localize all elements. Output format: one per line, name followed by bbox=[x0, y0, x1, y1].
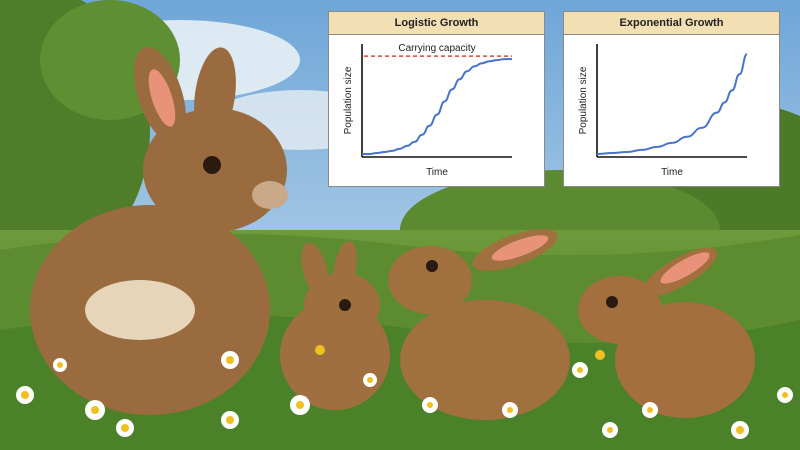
series-line-0 bbox=[362, 58, 512, 155]
exponential-plot: Time Population size bbox=[578, 44, 748, 178]
carrying-capacity-label: Carrying capacity bbox=[398, 43, 475, 54]
chart-title: Logistic Growth bbox=[329, 12, 544, 35]
y-axis-label: Population size bbox=[578, 66, 589, 134]
rabbit-small-3 bbox=[578, 247, 755, 418]
rabbit-small-1 bbox=[280, 241, 390, 410]
logistic-plot: Time Population size Carrying capacity bbox=[343, 43, 512, 178]
x-axis-label: Time bbox=[426, 167, 448, 178]
exponential-growth-chart: Exponential Growth Time Population size bbox=[563, 11, 780, 187]
x-axis-label: Time bbox=[661, 167, 683, 178]
chart-title: Exponential Growth bbox=[564, 12, 779, 35]
series-line-0 bbox=[596, 53, 748, 155]
rabbit-small-2 bbox=[388, 229, 570, 420]
logistic-growth-chart: Logistic Growth Time Population size Carry… bbox=[328, 11, 545, 187]
rabbit-large bbox=[30, 46, 288, 415]
y-axis-label: Population size bbox=[343, 66, 354, 134]
